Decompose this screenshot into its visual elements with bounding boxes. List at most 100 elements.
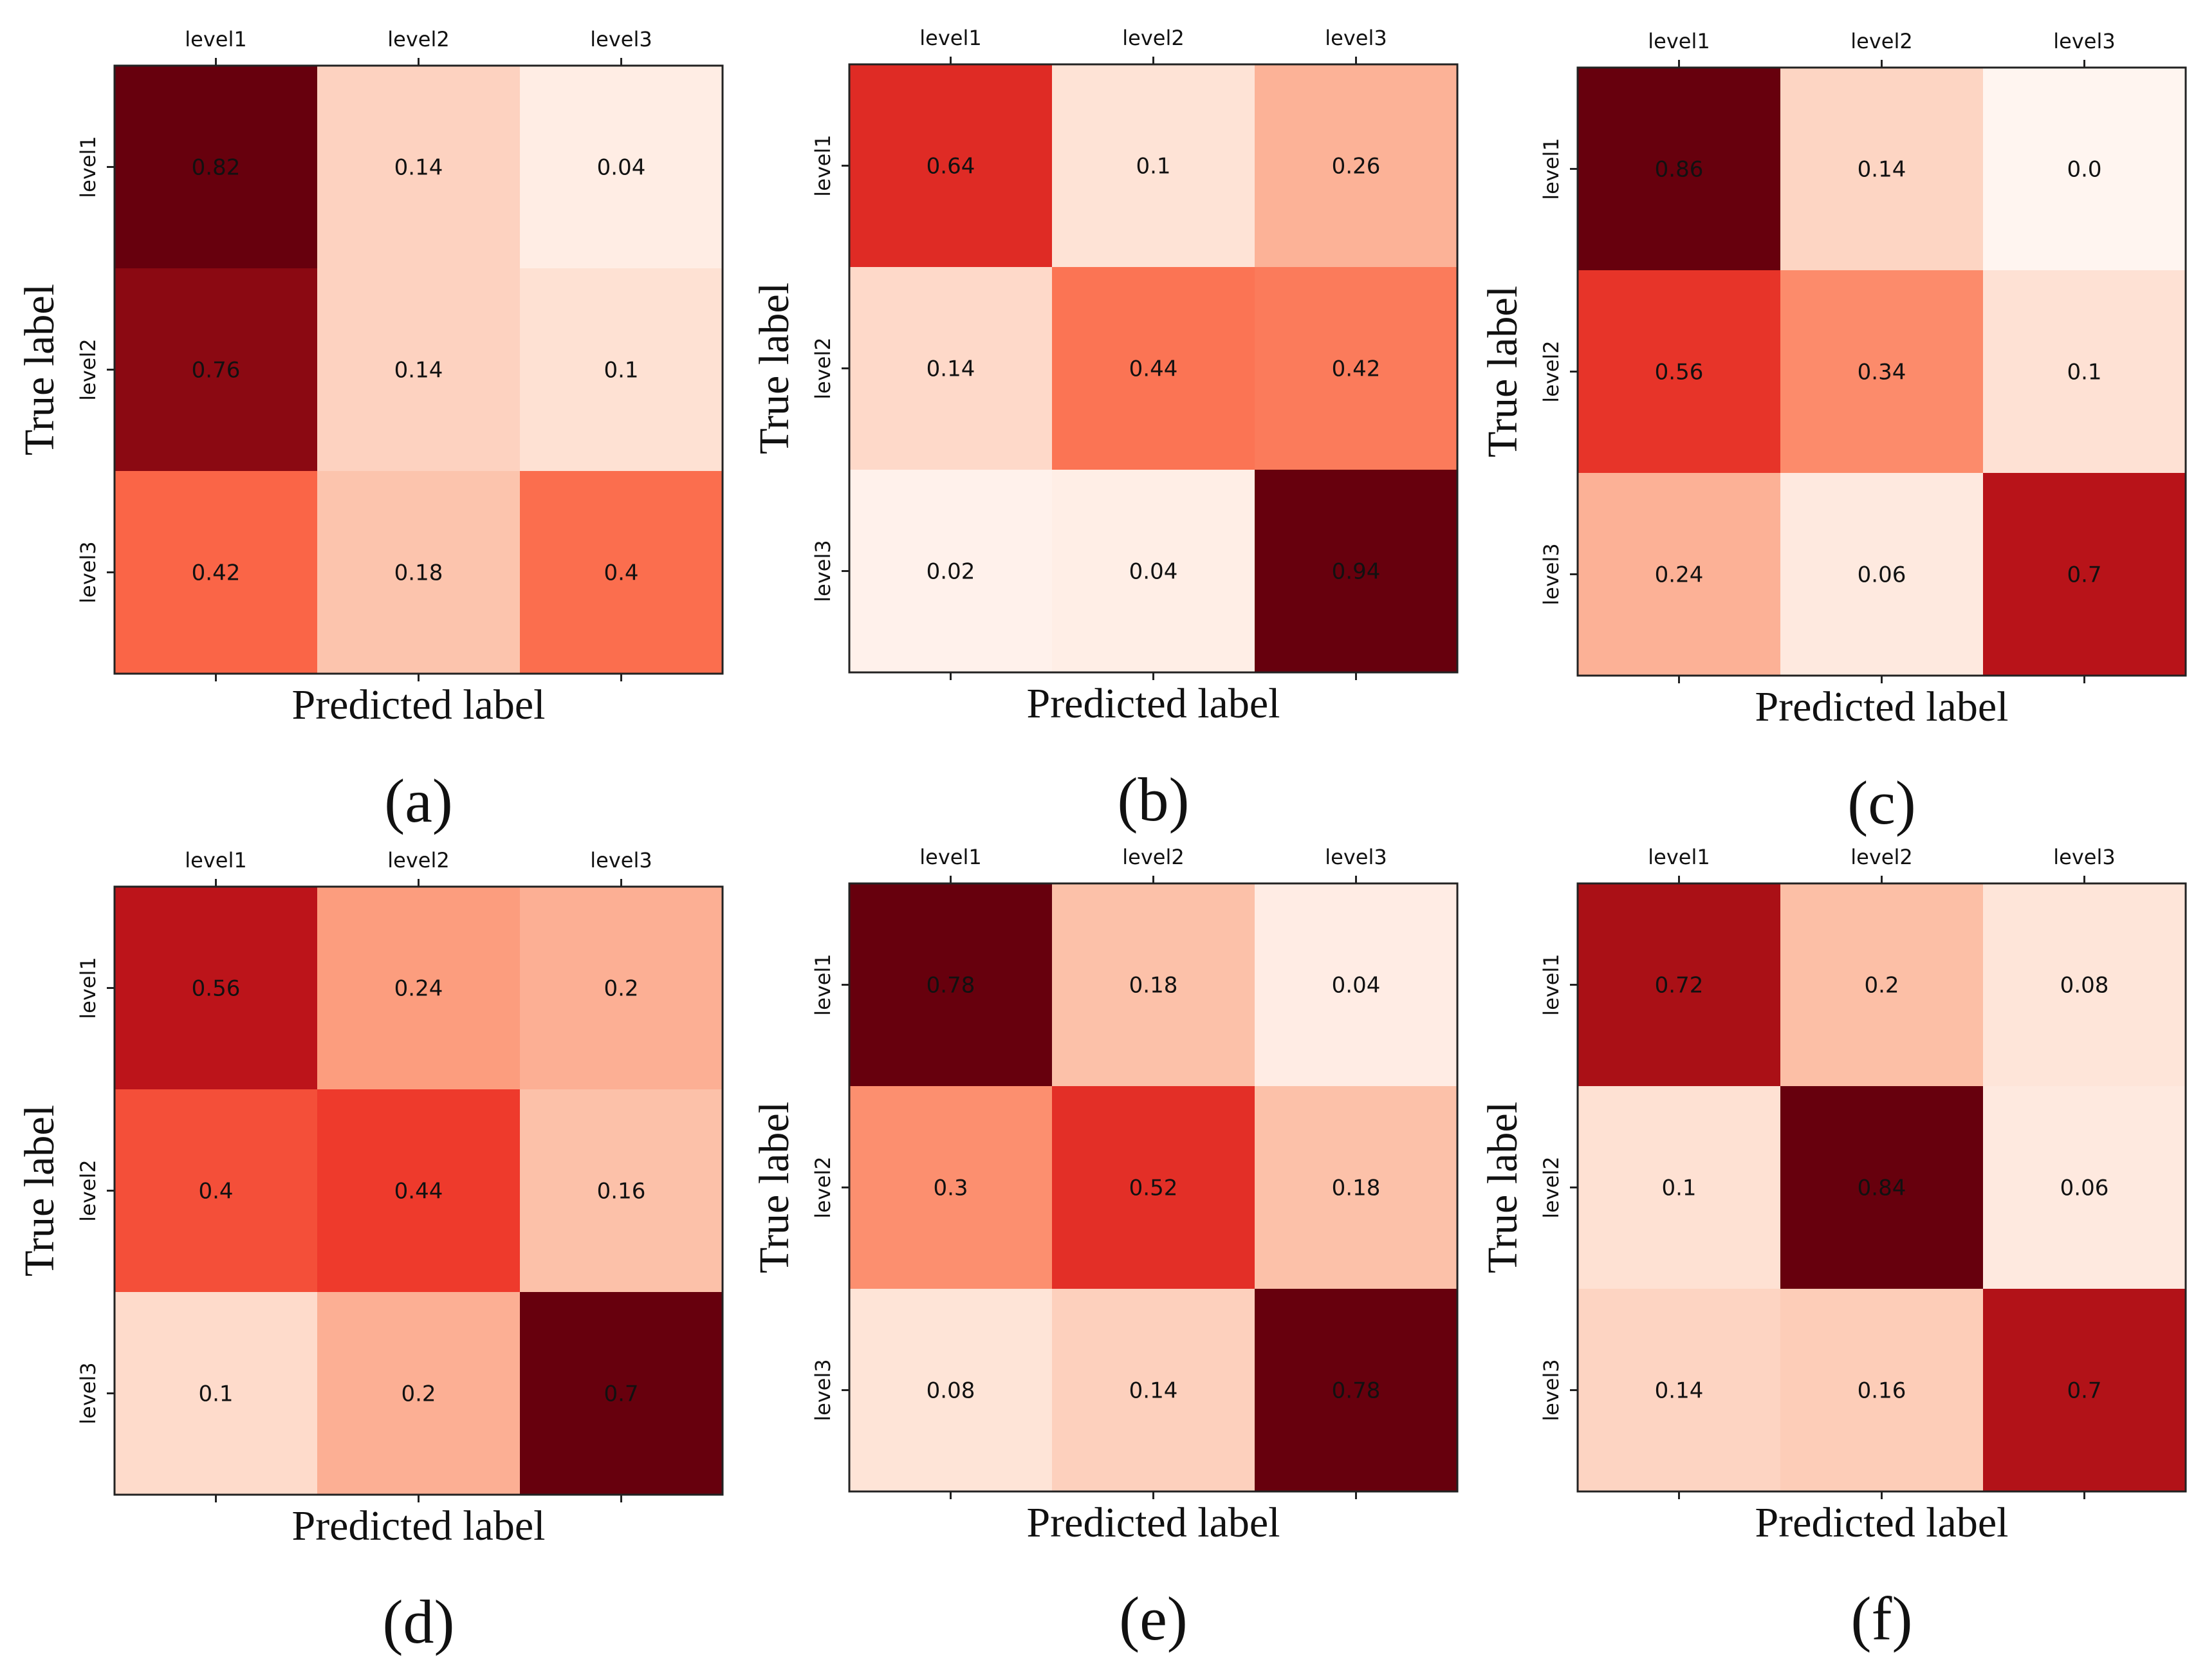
x-tick-label: level3 <box>590 27 652 51</box>
x-tick-label: level2 <box>1122 845 1184 869</box>
x-tick-label: level1 <box>185 27 246 51</box>
y-tick-label: level3 <box>1539 1359 1564 1421</box>
cell-value-label: 0.04 <box>1129 559 1178 585</box>
x-axis-title: Predicted label <box>291 1502 545 1549</box>
cell-value-label: 0.16 <box>597 1179 646 1205</box>
heatmap-cell <box>115 887 317 1089</box>
cell-value-label: 0.02 <box>927 559 975 585</box>
x-tick-label: level1 <box>919 845 981 869</box>
heatmap-cell <box>1983 1289 2186 1491</box>
heatmap-cell <box>1052 883 1255 1086</box>
x-tick-label: level3 <box>590 848 652 872</box>
heatmap-cell <box>849 1086 1052 1289</box>
cell-value-label: 0.64 <box>927 154 975 180</box>
confusion-matrix-panel-e: 0.78 0.18 0.04 0.3 0.52 0.18 0.08 0.14 0.78 level… <box>751 845 1459 1653</box>
y-tick-label: level2 <box>1539 340 1564 402</box>
y-tick-label: level2 <box>811 1156 835 1218</box>
x-tick-label: level2 <box>387 848 449 872</box>
heatmap-cell <box>1780 1086 1983 1289</box>
heatmap-cell <box>520 887 723 1089</box>
cell-value-label: 0.14 <box>1655 1378 1704 1404</box>
cell-value-label: 0.24 <box>1655 562 1704 588</box>
confusion-matrix-panel-f: 0.72 0.2 0.08 0.1 0.84 0.06 0.14 0.16 0.7 level1 l… <box>1479 845 2187 1653</box>
cell-value-label: 0.14 <box>394 155 443 181</box>
cell-value-label: 0.04 <box>597 155 646 181</box>
y-tick-label: level2 <box>76 1159 100 1221</box>
cell-value-label: 0.1 <box>198 1381 233 1407</box>
heatmap-cell <box>1052 1289 1255 1491</box>
cell-value-label: 0.18 <box>1129 973 1178 999</box>
cell-value-label: 0.14 <box>1858 157 1906 183</box>
x-axis-title: Predicted label <box>1026 1499 1280 1546</box>
heatmap-cell <box>1578 883 1780 1086</box>
heatmap-cell <box>317 1292 520 1495</box>
y-tick-label: level1 <box>811 954 835 1015</box>
cell-value-label: 0.16 <box>1858 1378 1906 1404</box>
heatmap-cell <box>115 66 317 268</box>
x-tick-label: level3 <box>1325 845 1387 869</box>
heatmap-cell <box>1780 883 1983 1086</box>
cell-value-label: 0.0 <box>2067 157 2101 183</box>
confusion-matrix-panel-a: 0.82 0.14 0.04 0.76 0.14 0.1 0.42 0.18 0.4 level1… <box>16 27 724 835</box>
x-tick-label: level2 <box>387 27 449 51</box>
cell-value-label: 0.24 <box>394 976 443 1002</box>
cell-value-label: 0.94 <box>1332 559 1381 585</box>
cell-value-label: 0.82 <box>192 155 241 181</box>
heatmap-cell <box>1983 1086 2186 1289</box>
heatmap-cell <box>1780 1289 1983 1491</box>
cell-value-label: 0.14 <box>394 358 443 383</box>
heatmap-cell <box>520 1292 723 1495</box>
y-axis-title: True label <box>1479 286 1526 457</box>
heatmap-cell <box>1780 68 1983 270</box>
y-tick-label: level2 <box>76 338 100 400</box>
cell-value-label: 0.2 <box>1864 973 1899 999</box>
heatmap-cell <box>1052 64 1255 267</box>
cell-value-label: 0.04 <box>1332 973 1381 999</box>
cell-value-label: 0.18 <box>394 560 443 586</box>
panel-caption: (b) <box>1118 765 1190 834</box>
x-axis-title: Predicted label <box>1026 680 1280 727</box>
cell-value-label: 0.08 <box>927 1378 975 1404</box>
cell-value-label: 0.1 <box>1136 154 1170 180</box>
panel-caption: (d) <box>383 1587 455 1656</box>
heatmap-cell <box>1578 1289 1780 1491</box>
cell-value-label: 0.78 <box>927 973 975 999</box>
y-tick-label: level1 <box>811 134 835 196</box>
x-tick-label: level1 <box>1648 845 1710 869</box>
cell-value-label: 0.1 <box>1661 1176 1696 1201</box>
cell-value-label: 0.52 <box>1129 1176 1178 1201</box>
heatmap-cell <box>520 471 723 674</box>
heatmap-cell <box>849 267 1052 470</box>
heatmap-cell <box>849 64 1052 267</box>
panel-caption: (e) <box>1119 1584 1188 1653</box>
heatmap-cell <box>1255 1086 1457 1289</box>
x-tick-label: level2 <box>1850 845 1912 869</box>
cell-value-label: 0.06 <box>2060 1176 2109 1201</box>
cell-value-label: 0.56 <box>1655 360 1704 385</box>
cell-value-label: 0.14 <box>1129 1378 1178 1404</box>
heatmap-cell <box>849 470 1052 672</box>
heatmap-cell <box>317 1089 520 1292</box>
confusion-matrix-panel-b: 0.64 0.1 0.26 0.14 0.44 0.42 0.02 0.04 0.94 level… <box>751 26 1459 834</box>
x-axis-title: Predicted label <box>1755 683 2008 730</box>
cell-value-label: 0.44 <box>394 1179 443 1205</box>
heatmap-cell <box>849 883 1052 1086</box>
y-axis-title: True label <box>1479 1102 1526 1273</box>
cell-value-label: 0.7 <box>2067 1378 2101 1404</box>
heatmap-cell <box>1052 470 1255 672</box>
x-tick-label: level1 <box>919 26 981 50</box>
heatmap-cell <box>1983 473 2186 676</box>
heatmap-cell <box>1578 270 1780 473</box>
x-axis-title: Predicted label <box>291 681 545 728</box>
cell-value-label: 0.86 <box>1655 157 1704 183</box>
cell-value-label: 0.1 <box>604 358 638 383</box>
heatmap-cell <box>1255 470 1457 672</box>
heatmap-cell <box>520 1089 723 1292</box>
x-tick-label: level3 <box>1325 26 1387 50</box>
heatmap-cell <box>317 471 520 674</box>
cell-value-label: 0.18 <box>1332 1176 1381 1201</box>
x-tick-label: level1 <box>1648 29 1710 53</box>
cell-value-label: 0.3 <box>933 1176 968 1201</box>
x-axis-title: Predicted label <box>1755 1499 2008 1546</box>
